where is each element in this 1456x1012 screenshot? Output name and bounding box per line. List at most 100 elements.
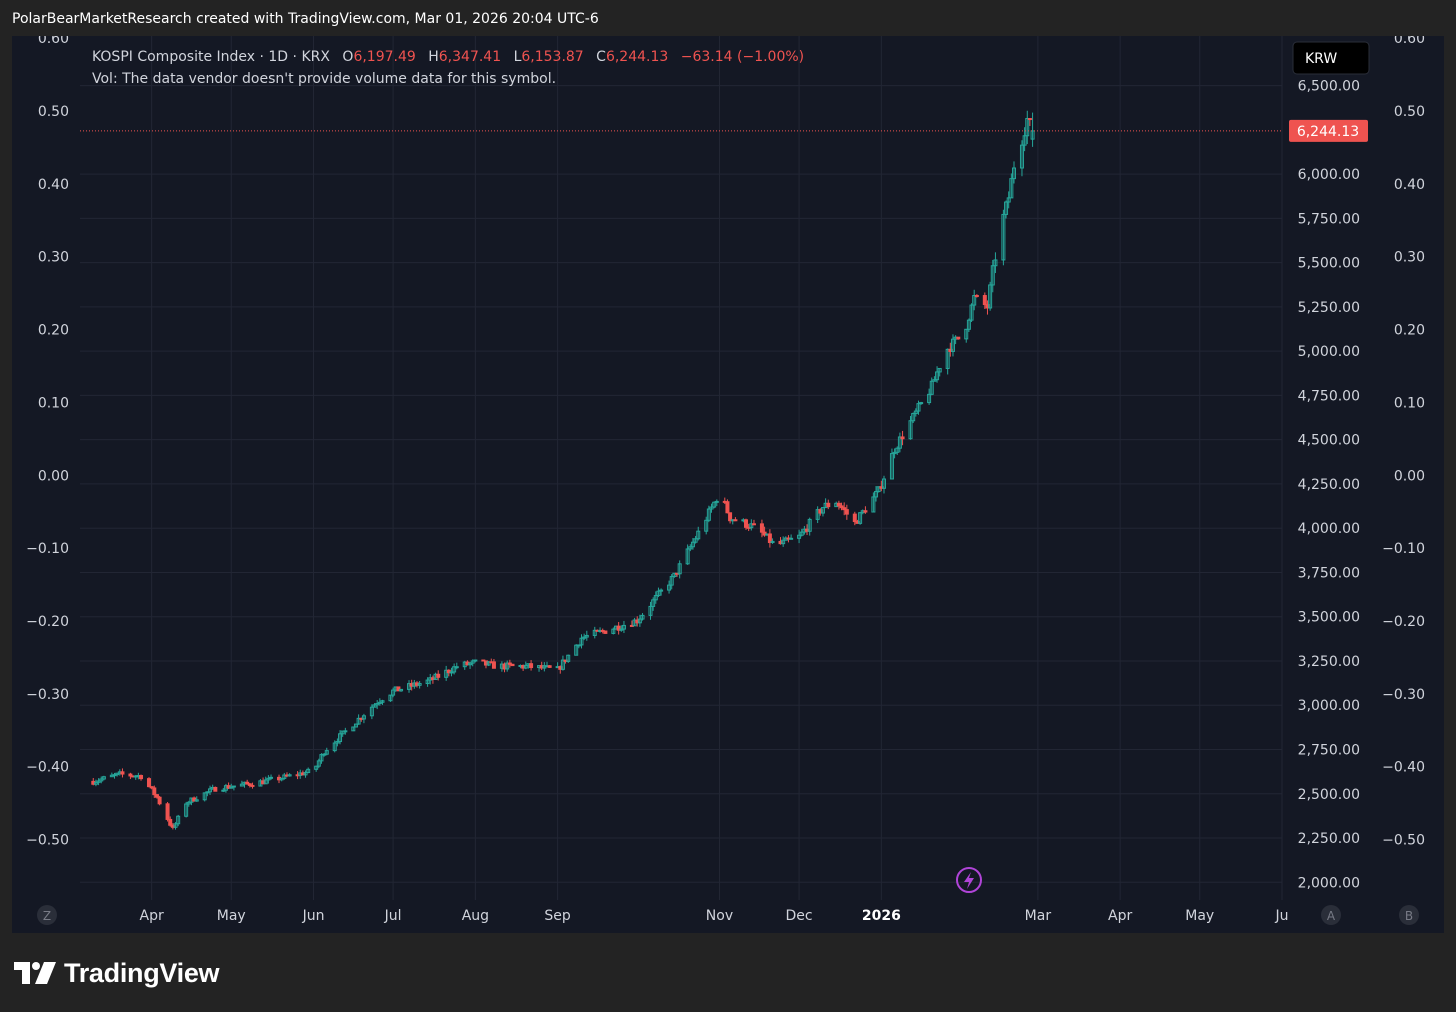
- time-tick-label: Jun: [302, 908, 325, 924]
- time-tick-label: Jul: [384, 908, 402, 924]
- candle: [640, 613, 645, 621]
- candle: [340, 730, 345, 737]
- price-tick-label: 4,750.00: [1298, 388, 1360, 404]
- auto-scale-button[interactable]: A: [1321, 905, 1341, 925]
- candle: [956, 336, 961, 340]
- candle: [449, 667, 454, 677]
- left-tick-label: −0.50: [26, 833, 69, 849]
- right-axis[interactable]: 0.60 0.50 0.40 0.30 0.20 0.10 0.00 −0.10 −0.20 −0…: [1382, 36, 1425, 849]
- candle: [263, 776, 268, 785]
- candle: [863, 506, 868, 514]
- chart-panel[interactable]: KOSPI Composite Index · 1D · KRX O6,197.…: [12, 36, 1444, 933]
- candle: [194, 796, 199, 802]
- price-tick-label: 2,750.00: [1298, 743, 1360, 759]
- candle: [966, 318, 971, 333]
- currency-button[interactable]: KRW: [1292, 41, 1370, 75]
- candle: [919, 401, 924, 405]
- candle: [239, 780, 244, 787]
- candle: [937, 367, 942, 377]
- auto-scale-button-label: A: [1327, 909, 1336, 923]
- candle: [889, 448, 894, 480]
- candle: [651, 597, 656, 611]
- candle: [324, 747, 329, 756]
- candle: [165, 802, 170, 822]
- candle: [547, 665, 552, 668]
- candle: [303, 770, 308, 778]
- price-tick-label: 5,750.00: [1298, 211, 1360, 227]
- left-tick-label: −0.40: [26, 760, 69, 776]
- price-tick-label: 4,500.00: [1298, 433, 1360, 449]
- candle: [176, 814, 181, 827]
- candle: [744, 518, 749, 530]
- candle: [202, 792, 207, 802]
- candle: [152, 785, 157, 798]
- candle: [149, 786, 154, 790]
- left-tick-label: 0.00: [38, 468, 69, 484]
- candle: [436, 670, 441, 681]
- candle: [648, 601, 653, 620]
- left-tick-label: 0.20: [38, 323, 69, 339]
- candle: [452, 663, 457, 675]
- candles-group: [91, 110, 1035, 830]
- candle: [709, 503, 714, 513]
- price-tick-label: 2,000.00: [1298, 875, 1360, 891]
- candle: [486, 661, 491, 667]
- legend-close-label: C: [596, 49, 606, 65]
- candle: [876, 486, 881, 493]
- last-price-badge: 6,244.13: [1289, 119, 1368, 142]
- candle: [844, 504, 849, 520]
- candle: [927, 388, 932, 405]
- candle: [964, 328, 969, 343]
- lightning-icon[interactable]: [956, 867, 982, 893]
- attribution-text: PolarBearMarketResearch created with Tra…: [12, 11, 599, 27]
- candle: [950, 334, 955, 357]
- candle: [1012, 161, 1017, 184]
- price-tick-label: 2,250.00: [1298, 831, 1360, 847]
- candle: [728, 512, 733, 524]
- left-axis[interactable]: 0.60 0.50 0.40 0.30 0.20 0.10 0.00 −0.10 −0.20 −0…: [26, 36, 69, 849]
- candle: [820, 507, 825, 517]
- price-tick-label: 3,000.00: [1298, 698, 1360, 714]
- candle: [1006, 191, 1011, 209]
- tradingview-brand[interactable]: TradingView: [14, 955, 220, 991]
- candle: [269, 774, 274, 780]
- candle: [523, 661, 528, 670]
- price-tick-label: 5,250.00: [1298, 300, 1360, 316]
- price-axis[interactable]: 2,000.00 2,250.00 2,500.00 2,750.00 3,000.00…: [1298, 79, 1360, 892]
- candle: [982, 292, 987, 310]
- time-tick-label: Ju: [1274, 908, 1288, 924]
- time-tick-label: Apr: [1108, 908, 1132, 924]
- candle: [637, 614, 642, 627]
- candle: [706, 505, 711, 523]
- scale-button-b[interactable]: B: [1399, 905, 1419, 925]
- candle: [319, 753, 324, 764]
- candle: [470, 659, 475, 667]
- right-tick-label: 0.20: [1394, 323, 1425, 339]
- candle: [332, 740, 337, 753]
- tradingview-logo-icon: [14, 962, 56, 984]
- time-tick-label: May: [1185, 908, 1214, 924]
- candle: [115, 772, 120, 777]
- price-tick-label: 6,000.00: [1298, 167, 1360, 183]
- candle: [669, 574, 674, 590]
- candle: [213, 786, 218, 792]
- price-tick-label: 4,250.00: [1298, 477, 1360, 493]
- time-axis[interactable]: Apr May Jun Jul Aug Sep Nov Dec 2026 Mar Apr May Ju: [140, 908, 1289, 924]
- right-tick-label: −0.10: [1382, 541, 1425, 557]
- candle: [221, 787, 226, 793]
- candle: [667, 580, 672, 594]
- scale-button-z[interactable]: Z: [37, 905, 57, 925]
- candle: [693, 535, 698, 544]
- attribution-bar: PolarBearMarketResearch created with Tra…: [0, 0, 1456, 36]
- candle: [584, 630, 589, 641]
- candle: [1001, 209, 1006, 266]
- candle: [468, 662, 473, 669]
- candle: [929, 377, 934, 396]
- candle: [911, 412, 916, 424]
- legend-line: KOSPI Composite Index · 1D · KRX O6,197.…: [92, 49, 804, 65]
- candle: [287, 773, 292, 777]
- price-tick-label: 2,500.00: [1298, 787, 1360, 803]
- right-tick-label: 0.30: [1394, 250, 1425, 266]
- candle: [908, 415, 913, 440]
- candle: [574, 644, 579, 656]
